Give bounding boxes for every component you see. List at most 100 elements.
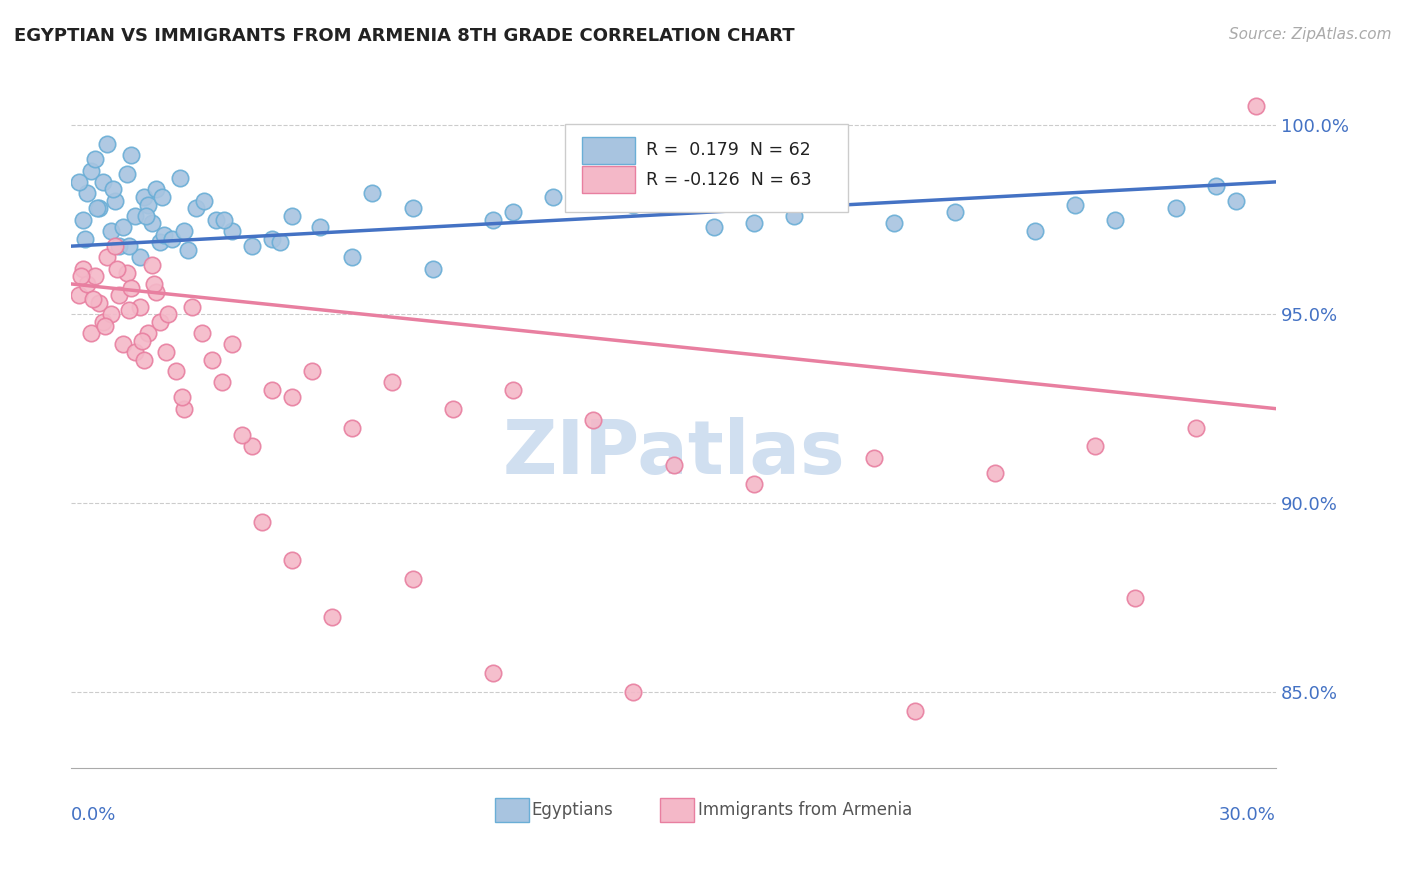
Point (142, 277, 165, 291)
Point (132, 352, 155, 367)
Point (321, 609, 343, 624)
Point (93, 315, 115, 329)
Point (1064, 197, 1087, 211)
Point (169, 171, 191, 186)
Point (240, 239, 263, 253)
Point (72, 212, 94, 227)
Point (422, 261, 444, 276)
Point (72, 261, 94, 276)
Point (160, 231, 183, 245)
Point (260, 383, 283, 397)
Point (1225, 194, 1247, 208)
Point (173, 224, 195, 238)
Point (193, 194, 215, 208)
Point (104, 239, 127, 253)
Point (240, 440, 263, 454)
Point (108, 288, 131, 302)
Point (70, 269, 93, 284)
Point (170, 390, 193, 404)
Point (96, 251, 118, 265)
Point (103, 182, 125, 196)
Point (401, 572, 423, 586)
Point (1164, 202, 1187, 216)
Point (863, 450, 886, 465)
Point (212, 212, 235, 227)
Point (260, 231, 283, 245)
Point (381, 375, 404, 389)
Point (1205, 178, 1227, 193)
Point (89, 202, 111, 216)
Point (231, 428, 253, 442)
Point (401, 202, 423, 216)
Point (173, 401, 195, 416)
Point (93, 175, 115, 189)
Point (128, 251, 150, 265)
Point (662, 458, 685, 473)
Point (67, 288, 90, 302)
Point (86, 202, 108, 216)
Point (141, 217, 163, 231)
Point (136, 197, 159, 211)
FancyBboxPatch shape (565, 125, 848, 212)
Point (703, 220, 725, 235)
Text: EGYPTIAN VS IMMIGRANTS FROM ARMENIA 8TH GRADE CORRELATION CHART: EGYPTIAN VS IMMIGRANTS FROM ARMENIA 8TH … (14, 27, 794, 45)
Point (301, 364, 323, 378)
Point (269, 235, 291, 250)
Point (149, 315, 172, 329)
Point (482, 212, 505, 227)
Point (152, 227, 174, 242)
Point (742, 217, 765, 231)
Text: Egyptians: Egyptians (531, 801, 613, 820)
Point (121, 148, 143, 162)
Point (117, 167, 139, 181)
Point (201, 352, 224, 367)
Text: R =  0.179  N = 62: R = 0.179 N = 62 (645, 141, 811, 160)
Point (1104, 212, 1126, 227)
Point (80, 163, 103, 178)
Point (100, 224, 122, 238)
Point (128, 300, 150, 314)
Point (623, 685, 645, 699)
Point (150, 190, 173, 204)
Point (100, 307, 122, 321)
Point (76, 186, 98, 201)
Point (176, 243, 198, 257)
Point (281, 209, 304, 223)
Point (482, 666, 505, 681)
Text: R = -0.126  N = 63: R = -0.126 N = 63 (645, 170, 811, 189)
Point (145, 182, 167, 196)
Point (281, 390, 304, 404)
Point (582, 413, 605, 427)
Point (221, 337, 243, 351)
Point (118, 303, 141, 318)
Point (156, 307, 179, 321)
Point (1184, 420, 1206, 434)
Point (742, 477, 765, 491)
FancyBboxPatch shape (495, 798, 529, 822)
Point (124, 209, 146, 223)
Point (441, 401, 464, 416)
Point (211, 375, 233, 389)
Point (221, 224, 243, 238)
Point (94, 318, 117, 333)
FancyBboxPatch shape (661, 798, 695, 822)
Point (75, 231, 97, 245)
Point (903, 704, 925, 718)
Point (132, 190, 155, 204)
Point (82, 292, 104, 306)
Text: 0.0%: 0.0% (72, 806, 117, 824)
Point (84, 153, 107, 167)
Point (135, 209, 157, 223)
Point (250, 515, 273, 529)
Point (108, 239, 131, 253)
Point (84, 269, 107, 284)
Point (1244, 99, 1267, 113)
Point (112, 337, 135, 351)
Point (342, 251, 364, 265)
FancyBboxPatch shape (582, 137, 636, 163)
Point (883, 217, 905, 231)
Point (984, 466, 1007, 480)
Point (96, 137, 118, 152)
Point (165, 364, 187, 378)
Point (823, 194, 845, 208)
